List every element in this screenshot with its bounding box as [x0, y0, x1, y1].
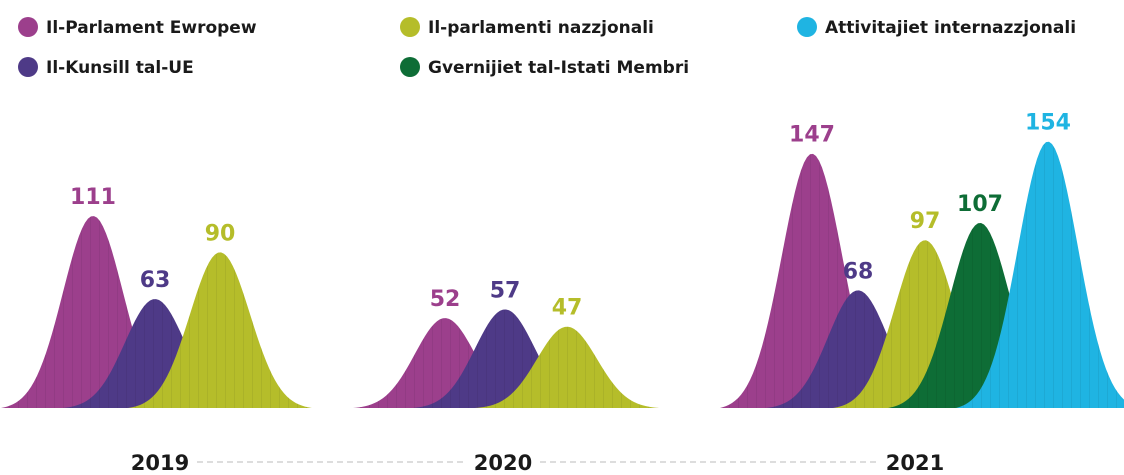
value-label: 90 — [205, 221, 236, 246]
plot-area — [1, 141, 1124, 408]
value-label: 147 — [789, 123, 835, 148]
legend-label: Gvernijiet tal-Istati Membri — [428, 58, 689, 78]
value-label: 52 — [430, 287, 461, 312]
legend-label: Attivitajiet internazzjonali — [825, 18, 1076, 38]
legend-swatch — [400, 17, 420, 37]
peak-texture — [475, 326, 659, 408]
x-tick-label: 2021 — [886, 451, 944, 475]
legend-label: Il-Parlament Ewropew — [46, 18, 257, 38]
legend-label: Il-Kunsill tal-UE — [46, 58, 194, 78]
x-tick-label: 2020 — [474, 451, 532, 475]
legend-swatch — [18, 17, 38, 37]
value-label: 97 — [910, 209, 941, 234]
value-label: 57 — [490, 278, 521, 303]
peak-texture — [956, 141, 1124, 408]
x-tick-label: 2019 — [131, 451, 189, 475]
legend-swatch — [400, 57, 420, 77]
legend-swatch — [18, 57, 38, 77]
value-label: 107 — [957, 192, 1003, 217]
value-label: 111 — [70, 185, 116, 210]
value-label: 63 — [140, 268, 171, 293]
value-label: 68 — [843, 259, 874, 284]
legend-swatch — [797, 17, 817, 37]
legend-label: Il-parlamenti nazzjonali — [428, 18, 654, 38]
value-label: 154 — [1025, 111, 1071, 136]
value-label: 47 — [552, 296, 583, 321]
peak-texture — [128, 252, 312, 408]
